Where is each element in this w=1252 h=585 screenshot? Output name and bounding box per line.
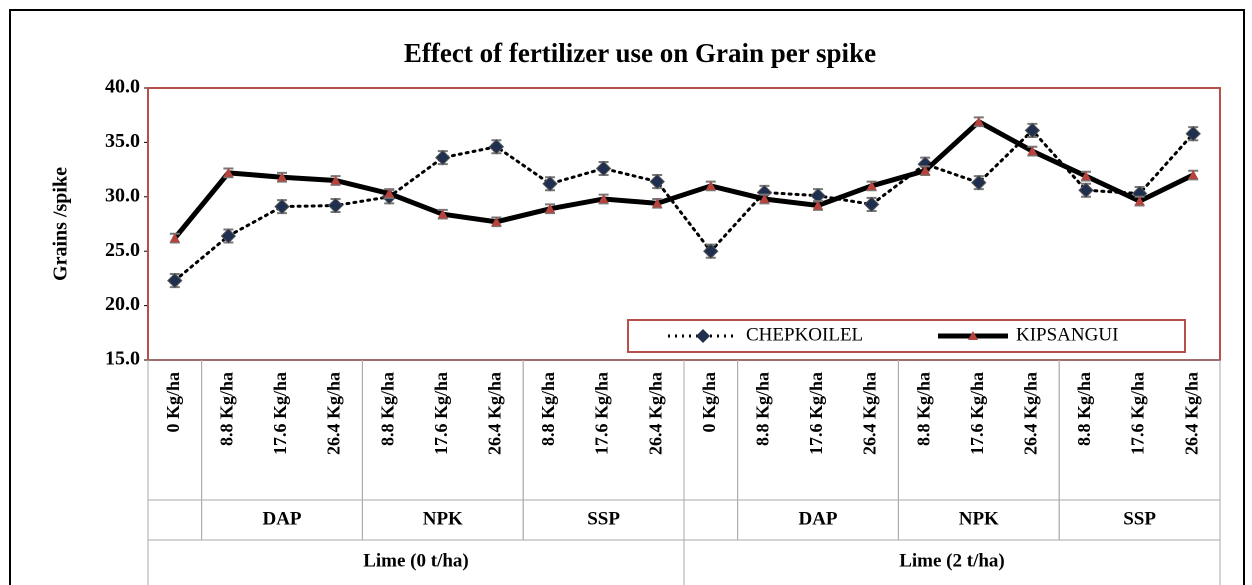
marker <box>384 188 395 198</box>
x-tick-label: 17.6 Kg/ha <box>431 372 451 455</box>
x-tick-label: 26.4 Kg/ha <box>324 372 344 455</box>
marker <box>542 176 558 192</box>
marker <box>1027 146 1038 156</box>
marker <box>545 203 555 213</box>
x-tick-label: 17.6 Kg/ha <box>270 372 290 455</box>
group-label: SSP <box>1123 508 1156 529</box>
marker <box>1188 170 1199 180</box>
group-label: NPK <box>423 508 463 529</box>
marker <box>971 174 987 191</box>
series-line <box>173 128 1195 283</box>
marker <box>863 196 880 213</box>
y-tick-label: 25.0 <box>105 239 140 261</box>
x-tick-label: 17.6 Kg/ha <box>592 372 612 455</box>
y-tick-label: 35.0 <box>105 130 140 152</box>
y-tick-label: 40.0 <box>105 76 140 98</box>
marker <box>866 180 877 190</box>
y-tick-label: 20.0 <box>105 293 140 315</box>
legend-marker <box>696 329 710 343</box>
x-tick-label: 17.6 Kg/ha <box>967 372 987 455</box>
legend-frame <box>627 319 1186 353</box>
marker <box>488 139 505 155</box>
x-tick-label: 0 Kg/ha <box>163 372 183 433</box>
group-label: NPK <box>959 508 999 529</box>
legend-marker <box>968 331 978 340</box>
marker <box>327 197 344 214</box>
group-label: Lime (0 t/ha) <box>363 550 469 571</box>
marker <box>169 233 180 243</box>
marker <box>595 160 612 177</box>
marker <box>437 209 448 219</box>
marker <box>1078 182 1094 198</box>
marker <box>491 216 502 226</box>
series-line <box>172 118 1196 241</box>
marker <box>649 173 665 190</box>
outer-frame <box>9 9 1245 585</box>
x-tick-label: 26.4 Kg/ha <box>485 372 505 455</box>
x-tick-label: 26.4 Kg/ha <box>1181 372 1201 455</box>
marker <box>705 180 716 190</box>
x-tick-label: 8.8 Kg/ha <box>913 372 933 446</box>
marker <box>435 149 451 166</box>
marker <box>1081 171 1091 181</box>
x-tick-label: 17.6 Kg/ha <box>806 372 826 455</box>
x-tick-label: 26.4 Kg/ha <box>860 372 880 455</box>
x-tick-label: 8.8 Kg/ha <box>753 372 773 446</box>
legend-label: CHEPKOILEL <box>746 324 863 345</box>
marker <box>223 167 234 177</box>
chart-title: Effect of fertilizer use on Grain per sp… <box>404 38 876 68</box>
group-label: DAP <box>262 508 301 529</box>
marker <box>759 193 770 203</box>
x-tick-label: 8.8 Kg/ha <box>1074 372 1094 446</box>
group-label: SSP <box>587 508 620 529</box>
marker <box>920 165 931 175</box>
marker <box>813 200 823 210</box>
marker <box>1134 196 1145 206</box>
marker <box>274 198 290 215</box>
marker <box>1185 125 1201 142</box>
marker <box>703 243 719 259</box>
x-tick-label: 26.4 Kg/ha <box>1021 372 1041 455</box>
marker <box>277 172 287 182</box>
x-tick-label: 8.8 Kg/ha <box>377 372 397 446</box>
y-axis-label: Grains /spike <box>50 167 72 281</box>
marker <box>220 228 237 244</box>
x-tick-label: 17.6 Kg/ha <box>1128 372 1148 455</box>
x-tick-label: 0 Kg/ha <box>699 372 719 433</box>
legend-label: KIPSANGUI <box>1016 324 1118 345</box>
marker <box>598 193 609 203</box>
marker <box>1024 122 1041 139</box>
marker <box>330 175 341 185</box>
y-tick-label: 15.0 <box>105 348 140 370</box>
x-tick-label: 8.8 Kg/ha <box>217 372 237 446</box>
group-label: DAP <box>798 508 837 529</box>
y-tick-label: 30.0 <box>105 184 140 206</box>
marker <box>973 116 984 126</box>
x-tick-label: 26.4 Kg/ha <box>645 372 665 455</box>
marker <box>167 272 183 289</box>
x-tick-label: 8.8 Kg/ha <box>538 372 558 446</box>
group-label: Lime (2 t/ha) <box>899 550 1005 571</box>
marker <box>652 198 663 208</box>
